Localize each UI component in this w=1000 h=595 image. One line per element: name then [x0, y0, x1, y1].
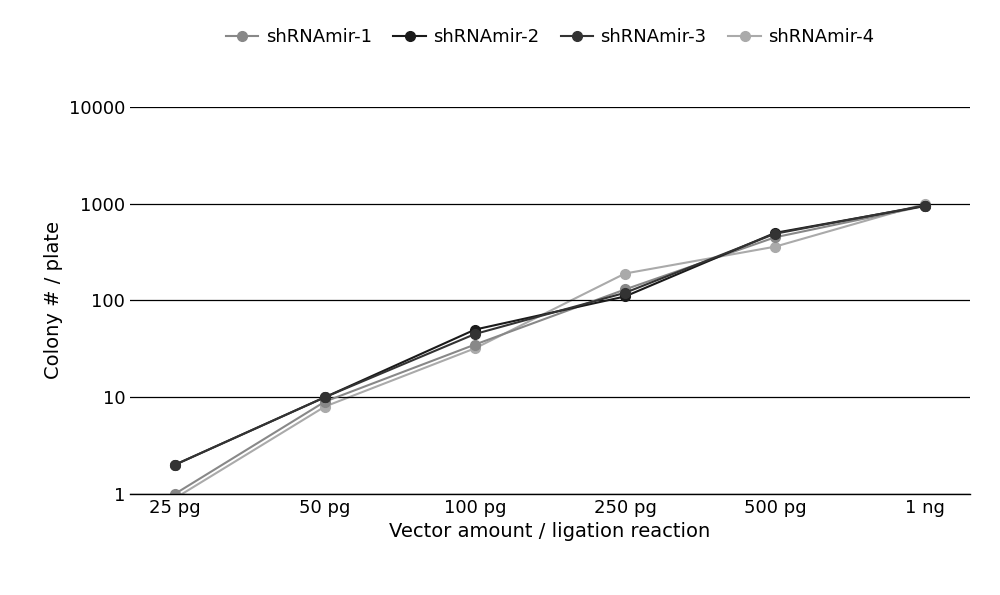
Line: shRNAmir-4: shRNAmir-4 — [170, 199, 930, 503]
Y-axis label: Colony # / plate: Colony # / plate — [44, 221, 63, 380]
Line: shRNAmir-2: shRNAmir-2 — [170, 201, 930, 469]
shRNAmir-1 — [469, 341, 481, 348]
shRNAmir-1 — [169, 490, 181, 497]
shRNAmir-4 — [469, 345, 481, 352]
Legend: shRNAmir-1, shRNAmir-2, shRNAmir-3, shRNAmir-4: shRNAmir-1, shRNAmir-2, shRNAmir-3, shRN… — [219, 21, 881, 54]
Line: shRNAmir-3: shRNAmir-3 — [170, 201, 930, 469]
shRNAmir-4 — [769, 243, 781, 250]
shRNAmir-2 — [619, 293, 631, 300]
shRNAmir-2 — [769, 229, 781, 236]
shRNAmir-2 — [319, 394, 331, 401]
shRNAmir-1 — [919, 202, 931, 209]
shRNAmir-2 — [919, 202, 931, 209]
shRNAmir-3 — [919, 202, 931, 209]
shRNAmir-1 — [619, 286, 631, 293]
shRNAmir-3 — [319, 394, 331, 401]
shRNAmir-4 — [169, 494, 181, 502]
shRNAmir-3 — [469, 330, 481, 337]
shRNAmir-2 — [169, 461, 181, 468]
shRNAmir-2 — [469, 326, 481, 333]
Line: shRNAmir-1: shRNAmir-1 — [170, 201, 930, 499]
shRNAmir-4 — [319, 403, 331, 410]
shRNAmir-1 — [769, 234, 781, 241]
X-axis label: Vector amount / ligation reaction: Vector amount / ligation reaction — [389, 522, 711, 541]
shRNAmir-3 — [169, 461, 181, 468]
shRNAmir-1 — [319, 398, 331, 405]
shRNAmir-4 — [919, 200, 931, 208]
shRNAmir-3 — [769, 230, 781, 237]
shRNAmir-3 — [619, 289, 631, 296]
shRNAmir-4 — [619, 270, 631, 277]
